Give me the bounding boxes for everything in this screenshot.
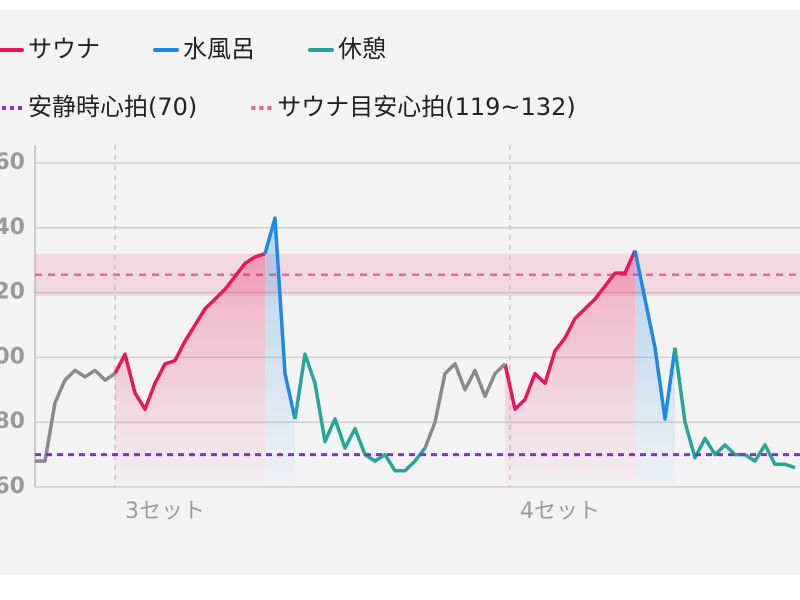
series-line bbox=[113, 252, 266, 411]
y-tick-label: 80 bbox=[0, 409, 25, 434]
series-line bbox=[293, 352, 427, 473]
set-marker-label: 4セット bbox=[520, 499, 600, 524]
series-line bbox=[35, 368, 116, 463]
series-line bbox=[633, 250, 677, 421]
series-area bbox=[265, 218, 295, 487]
set-marker-label: 3セット bbox=[125, 499, 205, 524]
series-line bbox=[673, 347, 796, 470]
y-tick-label: 140 bbox=[0, 215, 25, 240]
series-area bbox=[505, 250, 635, 487]
series-line bbox=[503, 249, 637, 411]
y-tick-label: 100 bbox=[0, 344, 25, 369]
legend-label: 安静時心拍(70) bbox=[28, 93, 197, 121]
series-line bbox=[423, 362, 507, 449]
y-tick-label: 60 bbox=[0, 474, 25, 499]
y-tick-label: 120 bbox=[0, 280, 25, 305]
legend-label: サウナ目安心拍(119~132) bbox=[277, 93, 575, 121]
y-tick-label: 160 bbox=[0, 150, 25, 175]
legend-label: 水風呂 bbox=[183, 35, 255, 63]
series-line bbox=[263, 216, 297, 420]
legend-label: 休憩 bbox=[338, 35, 386, 63]
series-area bbox=[635, 250, 675, 487]
legend-label: サウナ bbox=[28, 35, 100, 63]
series-area bbox=[115, 253, 265, 487]
